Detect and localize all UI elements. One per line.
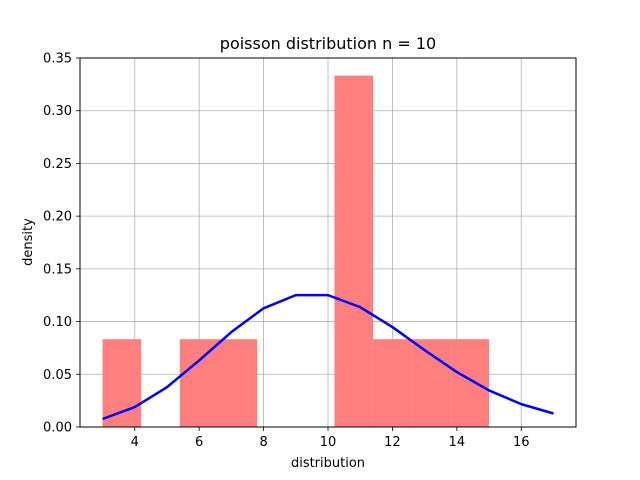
- axis-ticks: 4 6 8 10 12 14 16 0.00 0.05 0.10 0.15 0.20 0.25 0.30 0…: [43, 52, 529, 451]
- histogram-bar: [102, 339, 142, 427]
- x-tick-label: 4: [131, 435, 139, 450]
- density-curve: [102, 293, 554, 421]
- y-tick-label: 0.20: [43, 210, 72, 225]
- x-tick-label: 12: [384, 435, 401, 450]
- histogram-bar: [411, 339, 451, 427]
- x-tick-label: 6: [195, 435, 203, 450]
- histogram-bar: [179, 339, 219, 427]
- chart-title: poisson distribution n = 10: [220, 34, 436, 53]
- histogram-bar: [334, 75, 374, 428]
- histogram-bar: [373, 339, 412, 427]
- y-tick-label: 0.00: [43, 421, 72, 436]
- x-tick-label: 10: [320, 435, 337, 450]
- y-tick-label: 0.35: [43, 52, 72, 67]
- y-tick-label: 0.30: [43, 104, 72, 119]
- histogram-bars: [102, 75, 490, 428]
- y-tick-label: 0.10: [43, 315, 72, 330]
- histogram-bar: [450, 339, 490, 427]
- x-tick-label: 8: [259, 435, 267, 450]
- y-tick-label: 0.25: [43, 157, 72, 172]
- y-tick-label: 0.15: [43, 262, 72, 277]
- x-tick-label: 16: [513, 435, 530, 450]
- x-axis-label: distribution: [291, 456, 365, 471]
- y-tick-label: 0.05: [43, 368, 72, 383]
- histogram-bar: [218, 339, 258, 427]
- y-axis-label: density: [21, 218, 36, 266]
- x-tick-label: 14: [449, 435, 466, 450]
- density-line: [102, 293, 554, 421]
- grid: [80, 57, 576, 428]
